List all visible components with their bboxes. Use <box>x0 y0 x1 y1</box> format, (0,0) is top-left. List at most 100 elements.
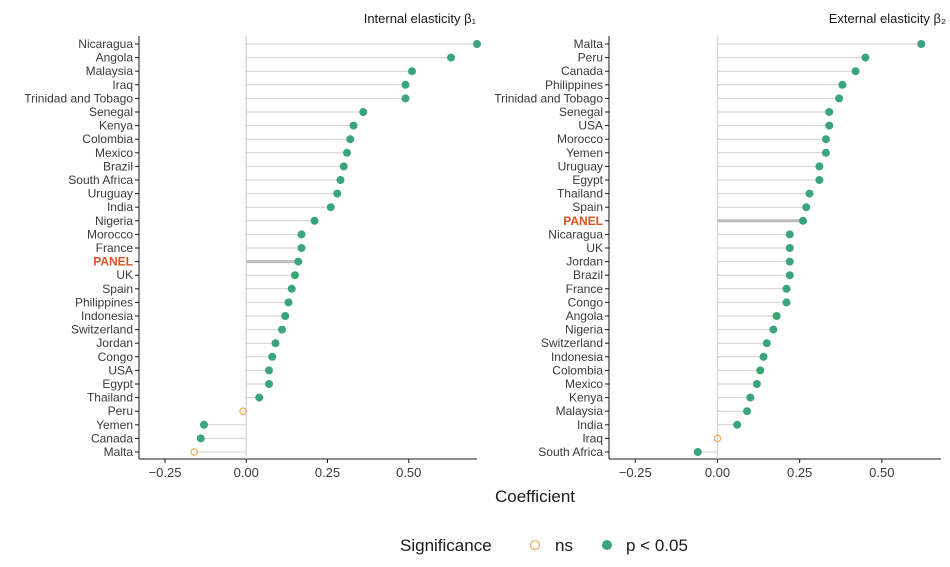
category-label-iraq: Iraq <box>582 431 603 445</box>
legend: Significance ns p < 0.05 <box>400 536 688 555</box>
category-label-south-africa: South Africa <box>68 173 133 187</box>
x-tick-label: −0.25 <box>149 465 182 480</box>
legend-ns-marker <box>529 539 541 551</box>
point-india <box>733 420 742 429</box>
point-india <box>326 203 335 212</box>
point-nicaragua <box>473 40 481 48</box>
category-label-nicaragua: Nicaragua <box>548 227 603 241</box>
x-axis-label: Coefficient <box>495 487 575 506</box>
category-label-morocco: Morocco <box>557 132 603 146</box>
category-label-kenya: Kenya <box>569 391 603 405</box>
category-label-thailand: Thailand <box>87 391 133 405</box>
legend-significant-marker <box>602 540 612 550</box>
point-angola <box>772 312 781 320</box>
category-label-malaysia: Malaysia <box>556 404 604 418</box>
category-label-morocco: Morocco <box>87 227 133 241</box>
category-label-nigeria: Nigeria <box>95 214 133 228</box>
x-tick-label: 0.50 <box>396 465 421 480</box>
category-label-thailand: Thailand <box>557 187 603 201</box>
legend-title: Significance <box>400 536 492 555</box>
category-label-india: India <box>107 200 133 214</box>
point-morocco <box>821 135 830 144</box>
category-label-jordan: Jordan <box>566 255 603 269</box>
point-spain <box>802 203 811 212</box>
point-egypt <box>265 380 273 388</box>
category-label-mexico: Mexico <box>95 146 133 160</box>
category-label-iraq: Iraq <box>112 78 133 92</box>
category-label-uk: UK <box>116 268 133 282</box>
point-panel <box>798 216 807 225</box>
point-south-africa <box>693 448 702 456</box>
category-label-france: France <box>96 241 134 255</box>
category-label-jordan: Jordan <box>96 336 133 350</box>
point-senegal <box>825 108 834 116</box>
point-malta <box>917 40 926 48</box>
point-mexico <box>752 380 761 388</box>
category-label-usa: USA <box>108 363 133 377</box>
point-spain <box>287 284 296 293</box>
point-kenya <box>746 393 755 402</box>
point-egypt <box>815 176 824 184</box>
point-usa <box>265 366 273 375</box>
category-label-peru: Peru <box>108 404 133 418</box>
category-label-angola: Angola <box>566 309 604 323</box>
category-label-angola: Angola <box>96 51 134 65</box>
category-label-congo: Congo <box>98 350 134 364</box>
category-label-spain: Spain <box>572 200 603 214</box>
point-iraq <box>401 80 410 89</box>
point-philippines <box>838 80 847 89</box>
x-tick-label: 0.25 <box>787 465 812 480</box>
point-indonesia <box>281 312 290 320</box>
category-label-trinidad-and-tobago: Trinidad and Tobago <box>24 91 133 105</box>
category-label-kenya: Kenya <box>99 119 133 133</box>
point-uruguay <box>333 189 342 198</box>
point-thailand <box>805 189 814 198</box>
point-jordan <box>271 339 280 348</box>
x-tick-label: 0.00 <box>234 465 259 480</box>
point-iraq <box>713 434 722 443</box>
category-label-philippines: Philippines <box>75 295 133 309</box>
x-tick-label: 0.50 <box>869 465 894 480</box>
point-canada <box>851 67 860 76</box>
point-angola <box>447 53 455 62</box>
point-indonesia <box>759 352 768 361</box>
category-label-peru: Peru <box>578 51 603 65</box>
category-label-yemen: Yemen <box>96 418 133 432</box>
point-thailand <box>255 393 264 402</box>
category-label-colombia: Colombia <box>82 132 133 146</box>
category-label-senegal: Senegal <box>89 105 133 119</box>
point-malaysia <box>743 407 752 416</box>
x-tick-label: 0.25 <box>315 465 340 480</box>
category-label-nigeria: Nigeria <box>565 323 603 337</box>
category-label-malta: Malta <box>104 445 134 459</box>
panel-external-elasticity: External elasticity β₂ −0.25 0.00 0.25 0.50… <box>494 11 946 480</box>
point-canada <box>196 434 205 443</box>
category-label-yemen: Yemen <box>566 146 603 160</box>
point-nigeria <box>310 216 319 225</box>
category-label-malta: Malta <box>574 37 604 51</box>
category-label-canada: Canada <box>561 64 603 78</box>
point-mexico <box>343 148 351 157</box>
category-label-philippines: Philippines <box>545 78 603 92</box>
category-label-indonesia: Indonesia <box>81 309 133 323</box>
panel-internal-elasticity: Internal elasticity β₁ −0.25 0.00 0.25 0.50… <box>24 11 481 480</box>
point-france <box>782 284 791 293</box>
point-colombia <box>756 366 765 375</box>
category-label-uruguay: Uruguay <box>88 187 133 201</box>
category-label-uruguay: Uruguay <box>558 159 603 173</box>
point-nigeria <box>769 325 778 334</box>
category-label-indonesia: Indonesia <box>551 350 603 364</box>
point-kenya <box>349 121 358 130</box>
point-congo <box>268 352 277 361</box>
category-label-trinidad-and-tobago: Trinidad and Tobago <box>494 91 603 105</box>
point-malta <box>190 448 199 456</box>
point-philippines <box>284 298 293 307</box>
x-tick-label: −0.25 <box>619 465 652 480</box>
category-label-brazil: Brazil <box>573 268 603 282</box>
point-brazil <box>785 271 794 280</box>
legend-ns-label: ns <box>555 536 573 555</box>
point-uruguay <box>815 162 824 171</box>
point-senegal <box>359 108 368 116</box>
category-label-egypt: Egypt <box>102 377 133 391</box>
